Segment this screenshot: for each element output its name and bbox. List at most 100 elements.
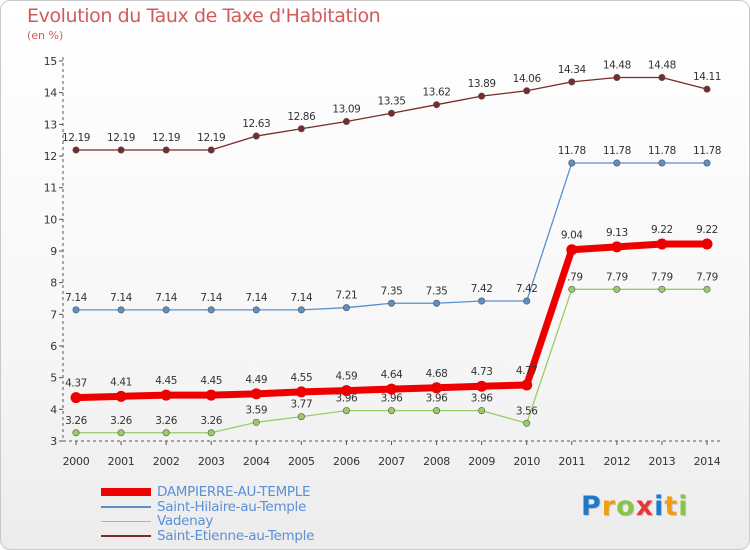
y-tick-label: 7 (50, 308, 57, 321)
data-label-0: 4.68 (426, 368, 448, 380)
y-tick-label: 14 (44, 87, 58, 100)
data-label-1: 7.35 (381, 285, 403, 297)
data-point-1 (162, 306, 170, 314)
data-label-2: 3.96 (336, 393, 358, 405)
data-point-1 (478, 297, 486, 305)
x-tick-label: 2004 (243, 455, 270, 468)
data-point-1 (387, 299, 395, 307)
data-point-3 (72, 146, 80, 154)
data-label-3: 13.89 (468, 78, 496, 90)
data-label-3: 14.48 (603, 59, 631, 71)
data-point-0 (611, 241, 623, 253)
data-label-3: 12.19 (107, 132, 135, 144)
data-point-0 (701, 238, 713, 250)
data-label-3: 12.86 (287, 111, 316, 123)
data-point-2 (433, 407, 441, 415)
chart-unit-label: (en %) (27, 29, 64, 42)
data-label-2: 3.96 (426, 393, 448, 405)
data-label-3: 14.11 (693, 71, 721, 83)
chart-legend: DAMPIERRE-AU-TEMPLE Saint-Hilaire-au-Temp… (101, 485, 314, 543)
data-point-3 (523, 87, 531, 95)
data-point-3 (433, 101, 441, 109)
y-tick-label: 6 (50, 340, 57, 353)
data-label-0: 4.55 (290, 372, 312, 384)
data-point-0 (566, 244, 578, 256)
legend-label: Saint-Etienne-au-Temple (157, 527, 315, 544)
data-label-0: 4.41 (110, 376, 132, 388)
data-label-2: 3.96 (471, 393, 493, 405)
y-tick-label: 12 (44, 150, 57, 163)
data-label-3: 14.06 (513, 73, 542, 85)
x-tick-label: 2008 (423, 455, 450, 468)
x-tick-label: 2000 (63, 455, 90, 468)
x-tick-label: 2002 (153, 455, 180, 468)
data-point-3 (207, 146, 215, 154)
data-label-1: 7.14 (290, 292, 312, 304)
data-label-2: 3.77 (290, 399, 312, 411)
data-label-3: 13.62 (423, 87, 451, 99)
data-point-3 (117, 146, 125, 154)
data-point-0 (476, 380, 488, 392)
data-point-3 (703, 85, 711, 93)
data-point-0 (295, 386, 307, 398)
y-tick-label: 4 (50, 403, 57, 416)
data-point-1 (613, 159, 621, 167)
data-point-3 (658, 73, 666, 81)
data-label-1: 7.35 (426, 285, 448, 297)
legend-label: DAMPIERRE-AU-TEMPLE (157, 484, 311, 501)
data-point-2 (658, 285, 666, 293)
data-label-2: 3.96 (381, 393, 403, 405)
data-label-0: 4.37 (65, 378, 87, 390)
data-point-1 (703, 159, 711, 167)
data-label-1: 11.78 (693, 145, 721, 157)
data-point-1 (297, 306, 305, 314)
legend-swatch (101, 506, 151, 508)
data-label-1: 7.14 (245, 292, 267, 304)
data-point-2 (568, 285, 576, 293)
data-label-0: 9.22 (651, 224, 673, 236)
data-label-3: 14.48 (648, 59, 676, 71)
data-point-1 (523, 297, 531, 305)
y-tick-label: 15 (44, 55, 58, 68)
data-point-2 (342, 407, 350, 415)
data-label-0: 9.22 (696, 224, 718, 236)
data-point-3 (387, 109, 395, 117)
data-label-3: 12.19 (152, 132, 180, 144)
data-label-2: 3.59 (245, 404, 267, 416)
data-label-0: 4.77 (516, 365, 538, 377)
legend-item: Saint-Etienne-au-Temple (101, 529, 314, 544)
data-point-2 (252, 418, 260, 426)
data-point-3 (252, 132, 260, 140)
legend-item: DAMPIERRE-AU-TEMPLE (101, 485, 314, 500)
data-point-1 (658, 159, 666, 167)
data-label-1: 11.78 (558, 145, 586, 157)
legend-swatch (101, 535, 151, 537)
data-point-1 (568, 159, 576, 167)
data-label-2: 7.79 (651, 271, 673, 283)
data-point-0 (386, 383, 397, 395)
data-point-1 (252, 306, 260, 314)
legend-swatch (101, 488, 151, 497)
x-tick-label: 2007 (378, 455, 405, 468)
data-point-2 (523, 419, 531, 427)
data-point-2 (162, 429, 170, 437)
data-point-2 (117, 429, 125, 437)
data-point-2 (297, 413, 305, 421)
x-tick-label: 2001 (108, 455, 135, 468)
data-label-1: 7.42 (471, 283, 493, 295)
data-point-2 (703, 285, 711, 293)
data-point-1 (207, 306, 215, 314)
data-label-0: 4.45 (200, 375, 222, 387)
data-point-0 (115, 390, 127, 402)
data-label-3: 13.09 (332, 103, 360, 115)
data-label-0: 4.49 (245, 374, 267, 386)
data-point-1 (342, 304, 350, 312)
data-point-1 (117, 306, 125, 314)
data-label-1: 7.14 (155, 292, 177, 304)
data-label-2: 3.26 (65, 415, 87, 427)
data-point-0 (70, 392, 82, 404)
y-tick-label: 13 (44, 118, 58, 131)
data-label-1: 7.42 (516, 283, 538, 295)
